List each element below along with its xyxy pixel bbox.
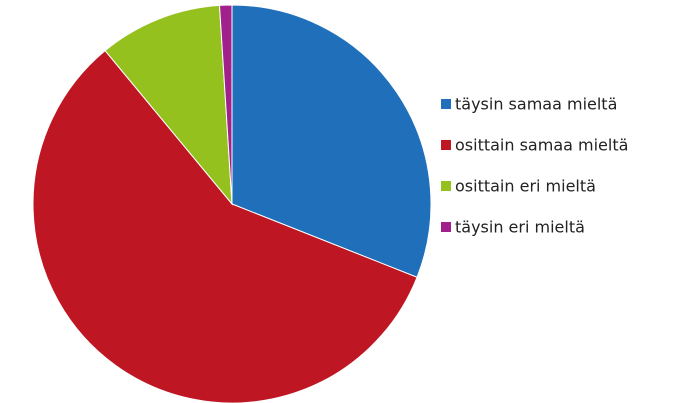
legend-label: osittain eri mieltä xyxy=(455,177,596,196)
legend-swatch xyxy=(441,222,451,232)
legend-swatch xyxy=(441,181,451,191)
legend-swatch xyxy=(441,99,451,109)
legend-swatch xyxy=(441,140,451,150)
legend-label: osittain samaa mieltä xyxy=(455,136,628,155)
legend-label: täysin samaa mieltä xyxy=(455,95,617,114)
pie-slice xyxy=(104,4,233,206)
pie-slice xyxy=(218,4,233,205)
legend-label: täysin eri mieltä xyxy=(455,218,585,237)
pie-slice xyxy=(231,4,432,278)
pie-slice xyxy=(32,49,418,403)
